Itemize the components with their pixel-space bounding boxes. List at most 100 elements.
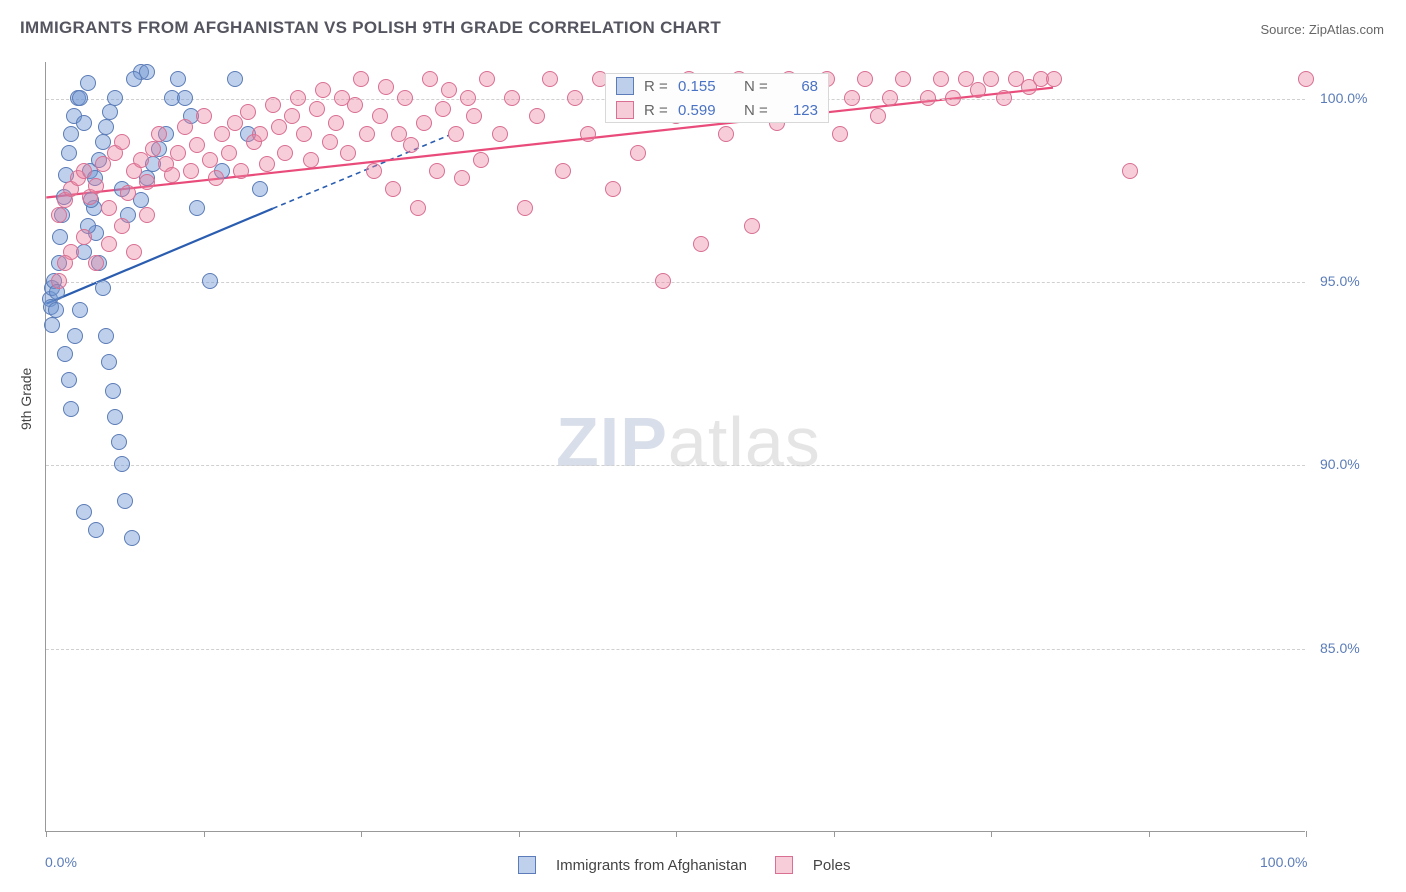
data-point [202, 152, 218, 168]
data-point [933, 71, 949, 87]
data-point [101, 200, 117, 216]
data-point [517, 200, 533, 216]
data-point [340, 145, 356, 161]
data-point [202, 273, 218, 289]
data-point [718, 126, 734, 142]
data-point [857, 71, 873, 87]
y-axis-label: 9th Grade [18, 368, 34, 430]
data-point [895, 71, 911, 87]
data-point [51, 207, 67, 223]
data-point [170, 145, 186, 161]
data-point [105, 383, 121, 399]
data-point [555, 163, 571, 179]
data-point [441, 82, 457, 98]
data-point [57, 346, 73, 362]
data-point [221, 145, 237, 161]
data-point [296, 126, 312, 142]
data-point [366, 163, 382, 179]
x-tick [46, 831, 47, 837]
data-point [126, 71, 142, 87]
data-point [63, 401, 79, 417]
x-tick [1306, 831, 1307, 837]
r-label: R = [644, 78, 678, 95]
data-point [265, 97, 281, 113]
data-point [61, 372, 77, 388]
gridline [46, 282, 1305, 283]
data-point [120, 185, 136, 201]
legend-swatch [616, 101, 634, 119]
legend-stat-row: R =0.599N =123 [606, 98, 828, 122]
legend-series-label: Immigrants from Afghanistan [556, 857, 747, 874]
data-point [177, 119, 193, 135]
data-point [378, 79, 394, 95]
data-point [151, 126, 167, 142]
data-point [454, 170, 470, 186]
data-point [76, 163, 92, 179]
data-point [88, 522, 104, 538]
data-point [466, 108, 482, 124]
data-point [139, 207, 155, 223]
data-point [996, 90, 1012, 106]
data-point [101, 354, 117, 370]
data-point [473, 152, 489, 168]
data-point [52, 229, 68, 245]
data-point [133, 152, 149, 168]
data-point [196, 108, 212, 124]
data-point [114, 218, 130, 234]
watermark-zip: ZIP [556, 403, 668, 481]
x-tick [676, 831, 677, 837]
data-point [227, 71, 243, 87]
data-point [63, 126, 79, 142]
data-point [177, 90, 193, 106]
data-point [76, 504, 92, 520]
data-point [72, 302, 88, 318]
data-point [102, 104, 118, 120]
data-point [95, 156, 111, 172]
series-legend: Immigrants from Afghanistan Poles [500, 856, 850, 874]
legend-stat-row: R =0.155N =68 [606, 74, 828, 98]
data-point [101, 236, 117, 252]
data-point [227, 115, 243, 131]
data-point [183, 163, 199, 179]
data-point [479, 71, 495, 87]
x-tick [204, 831, 205, 837]
r-value: 0.599 [678, 102, 744, 119]
data-point [277, 145, 293, 161]
data-point [284, 108, 300, 124]
data-point [170, 71, 186, 87]
data-point [1122, 163, 1138, 179]
data-point [309, 101, 325, 117]
data-point [347, 97, 363, 113]
legend-swatch [775, 856, 793, 874]
correlation-legend: R =0.155N =68R =0.599N =123 [605, 73, 829, 123]
data-point [57, 255, 73, 271]
x-tick [991, 831, 992, 837]
data-point [95, 280, 111, 296]
data-point [303, 152, 319, 168]
data-point [80, 75, 96, 91]
data-point [844, 90, 860, 106]
data-point [1298, 71, 1314, 87]
data-point [1046, 71, 1062, 87]
data-point [359, 126, 375, 142]
n-value: 123 [778, 102, 818, 119]
x-tick-label: 100.0% [1260, 854, 1307, 870]
trend-lines-layer [46, 62, 1305, 831]
data-point [920, 90, 936, 106]
data-point [252, 126, 268, 142]
legend-series-label: Poles [813, 857, 851, 874]
y-tick-label: 90.0% [1320, 456, 1360, 472]
data-point [189, 200, 205, 216]
data-point [76, 115, 92, 131]
data-point [44, 317, 60, 333]
data-point [88, 255, 104, 271]
x-tick [361, 831, 362, 837]
data-point [422, 71, 438, 87]
n-value: 68 [778, 78, 818, 95]
data-point [567, 90, 583, 106]
source-label: Source: ZipAtlas.com [1260, 22, 1384, 37]
data-point [145, 141, 161, 157]
data-point [655, 273, 671, 289]
data-point [98, 119, 114, 135]
data-point [126, 244, 142, 260]
